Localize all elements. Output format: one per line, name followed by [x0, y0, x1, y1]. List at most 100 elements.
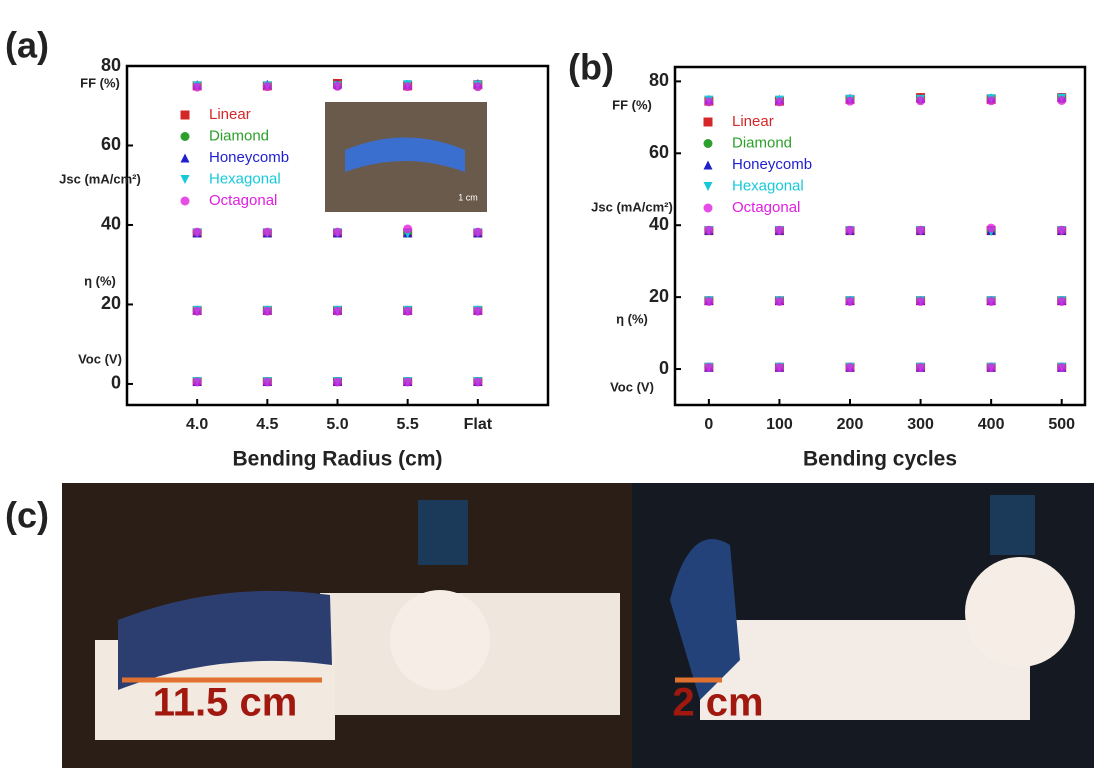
legend-label: Octagonal — [209, 192, 277, 209]
marker — [916, 363, 926, 373]
marker — [192, 227, 202, 237]
motor — [990, 495, 1035, 555]
marker — [473, 82, 483, 92]
x-tick-label: 300 — [907, 416, 934, 433]
metric-label: FF (%) — [612, 97, 652, 112]
metric-label: Jsc (mA/cm²) — [591, 199, 673, 214]
marker — [333, 377, 342, 387]
marker — [916, 96, 926, 106]
x-tick-label: 200 — [837, 416, 864, 433]
legend-marker — [180, 132, 190, 141]
marker — [845, 296, 855, 306]
x-tick-label: 400 — [978, 416, 1005, 433]
motor — [418, 500, 468, 565]
marker — [262, 82, 272, 92]
metric-label: Jsc (mA/cm²) — [59, 171, 141, 186]
marker — [986, 223, 996, 233]
marker — [704, 363, 714, 373]
x-tick-label: 4.0 — [186, 416, 208, 433]
legend-label: Hexagonal — [732, 177, 804, 194]
inset-scale: 1 cm — [458, 192, 478, 202]
legend-marker — [180, 110, 190, 120]
legend-label: Octagonal — [732, 199, 800, 216]
marker — [1057, 95, 1067, 105]
marker — [192, 82, 202, 92]
legend-marker — [180, 196, 190, 206]
metric-label: Voc (V) — [78, 351, 122, 366]
y-tick-label: 0 — [659, 358, 669, 378]
y-tick-label: 60 — [101, 134, 121, 154]
y-tick-label: 60 — [649, 142, 669, 162]
marker — [986, 363, 996, 373]
x-tick-label: Flat — [464, 416, 493, 433]
marker — [774, 225, 784, 235]
marker — [403, 377, 413, 387]
metric-label: FF (%) — [80, 75, 120, 90]
x-tick-label: 5.5 — [397, 416, 419, 433]
marker — [473, 227, 483, 237]
marker — [916, 225, 926, 235]
marker — [916, 296, 926, 306]
marker — [403, 224, 413, 234]
legend-label: Diamond — [732, 134, 792, 151]
length-label: 11.5 cm — [153, 681, 298, 725]
marker — [333, 227, 342, 237]
legend-marker — [180, 153, 190, 163]
marker — [845, 96, 855, 106]
marker — [704, 225, 714, 235]
marker — [403, 306, 413, 316]
x-tick-label: 500 — [1048, 416, 1075, 433]
metric-label: η (%) — [616, 311, 648, 326]
marker — [333, 81, 342, 91]
marker — [986, 96, 996, 106]
y-tick-label: 80 — [101, 55, 121, 75]
marker — [473, 377, 483, 387]
solar-cell — [670, 539, 740, 700]
marker — [1057, 363, 1067, 373]
y-tick-label: 80 — [649, 70, 669, 90]
photo: 11.5 cm 2 cm (c) — [5, 483, 1094, 768]
marker — [845, 225, 855, 235]
legend-marker — [180, 175, 190, 184]
solar-cell — [118, 590, 332, 690]
y-tick-label: 40 — [649, 214, 669, 234]
marker — [704, 97, 714, 107]
x-tick-label: 100 — [766, 416, 793, 433]
marker — [403, 82, 413, 92]
marker — [262, 306, 272, 316]
y-tick-label: 20 — [649, 286, 669, 306]
gear — [965, 557, 1075, 667]
marker — [845, 363, 855, 373]
x-tick-label: 0 — [704, 416, 713, 433]
marker — [704, 296, 714, 306]
y-tick-label: 0 — [111, 373, 121, 393]
panel-label: (b) — [568, 47, 614, 88]
marker — [1057, 296, 1067, 306]
legend-label: Honeycomb — [732, 156, 812, 173]
legend-marker — [703, 203, 713, 213]
legend-label: Honeycomb — [209, 149, 289, 166]
marker — [774, 363, 784, 373]
marker — [333, 306, 342, 316]
legend-marker — [703, 117, 713, 127]
metric-label: Voc (V) — [610, 379, 654, 394]
inset-cell — [345, 137, 465, 172]
legend-marker — [703, 160, 713, 170]
legend-label: Diamond — [209, 127, 269, 144]
gear — [390, 590, 490, 690]
marker — [774, 97, 784, 107]
marker — [262, 227, 272, 237]
x-tick-label: 4.5 — [256, 416, 278, 433]
plot-frame — [125, 64, 550, 407]
legend-marker — [703, 182, 713, 191]
length-label: 2 cm — [672, 681, 763, 725]
marker — [192, 306, 202, 316]
legend-label: Linear — [732, 113, 774, 130]
x-axis-title: Bending Radius (cm) — [232, 448, 442, 471]
marker — [1057, 225, 1067, 235]
panel-label: (a) — [5, 25, 49, 66]
y-tick-label: 20 — [101, 293, 121, 313]
legend-label: Hexagonal — [209, 170, 281, 187]
